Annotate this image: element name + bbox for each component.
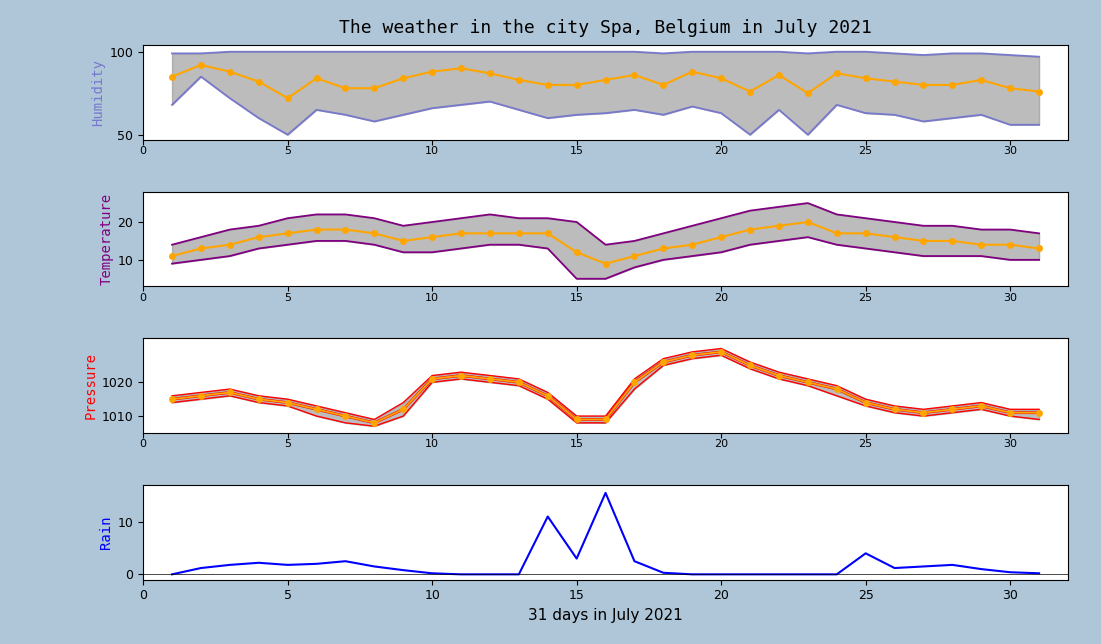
Text: The weather in the city Spa, Belgium in July 2021: The weather in the city Spa, Belgium in … [339,19,872,37]
Y-axis label: Pressure: Pressure [84,352,98,419]
Y-axis label: Temperature: Temperature [99,193,113,285]
Y-axis label: Rain: Rain [99,516,113,549]
Y-axis label: Humidity: Humidity [91,59,106,126]
X-axis label: 31 days in July 2021: 31 days in July 2021 [528,608,683,623]
